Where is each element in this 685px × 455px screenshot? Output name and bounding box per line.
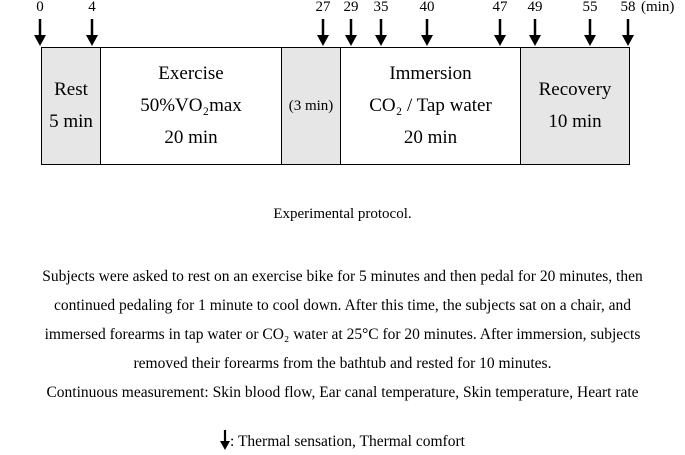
down-arrow-icon: [494, 19, 506, 46]
tick-label-40: 40: [419, 0, 435, 15]
segment-cooldown-duration: (3 min): [288, 98, 334, 114]
description-line: continued pedaling for 1 minute to cool …: [53, 297, 632, 314]
continuous-measurement-line: Continuous measurement: Skin blood flow,…: [46, 384, 639, 401]
down-arrow-icon: [345, 19, 357, 46]
tick-label-29: 29: [343, 0, 359, 15]
time-unit-label: (min): [641, 0, 675, 15]
segment-rest: Rest 5 min: [42, 48, 101, 164]
segment-recovery-duration: 10 min: [548, 111, 602, 132]
legend: : Thermal sensation, Thermal comfort: [0, 430, 685, 452]
segment-cooldown: (3 min): [282, 48, 341, 164]
tick-label-4: 4: [88, 0, 96, 15]
tick-label-49: 49: [527, 0, 543, 15]
protocol-description: Subjects were asked to rest on an exerci…: [0, 262, 685, 407]
segment-recovery: Recovery 10 min: [521, 48, 629, 164]
segment-immersion-condition: CO₂ / Tap water: [369, 95, 492, 116]
figure-caption: Experimental protocol.: [273, 206, 412, 222]
down-arrow-icon: [34, 19, 46, 46]
segment-immersion-duration: 20 min: [403, 127, 458, 148]
description-line: immersed forearms in tap water or CO₂ wa…: [44, 326, 641, 343]
segment-exercise-title: Exercise: [158, 63, 224, 84]
tick-label-0: 0: [36, 0, 44, 15]
segment-recovery-title: Recovery: [538, 79, 612, 100]
segment-immersion: Immersion CO₂ / Tap water 20 min: [341, 48, 521, 164]
tick-label-55: 55: [582, 0, 598, 15]
description-line: removed their forearms from the bathtub …: [133, 355, 552, 372]
down-arrow-icon: [421, 19, 433, 46]
legend-text: : Thermal sensation, Thermal comfort: [230, 433, 465, 450]
time-axis: 0 4 27 29 35 40 47 49 55 58 (min): [0, 0, 685, 48]
down-arrow-icon: [584, 19, 596, 46]
tick-label-35: 35: [373, 0, 389, 15]
description-line: Subjects were asked to rest on an exerci…: [42, 268, 643, 285]
segment-rest-title: Rest: [54, 79, 88, 100]
tick-label-47: 47: [492, 0, 508, 15]
down-arrow-icon: [375, 19, 387, 46]
protocol-timeline: Rest 5 min Exercise 50%VO₂max 20 min (3 …: [41, 47, 630, 165]
segment-exercise-intensity: 50%VO₂max: [140, 95, 242, 116]
segment-rest-duration: 5 min: [49, 111, 93, 132]
down-arrow-icon: [220, 430, 231, 450]
tick-label-27: 27: [315, 0, 331, 15]
segment-exercise-duration: 20 min: [164, 127, 218, 148]
down-arrow-icon: [86, 19, 98, 46]
down-arrow-icon: [529, 19, 541, 46]
tick-label-58: 58: [620, 0, 636, 15]
down-arrow-icon: [622, 19, 634, 46]
segment-exercise: Exercise 50%VO₂max 20 min: [101, 48, 282, 164]
down-arrow-icon: [317, 19, 329, 46]
segment-immersion-title: Immersion: [389, 63, 472, 84]
